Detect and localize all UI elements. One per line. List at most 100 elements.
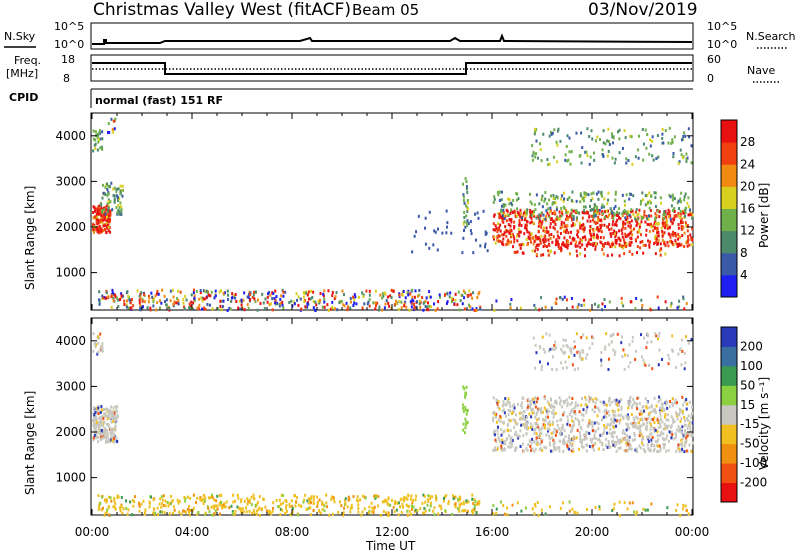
echo-cell	[106, 510, 109, 514]
echo-cell	[608, 300, 611, 304]
echo-cell	[501, 214, 504, 218]
echo-cell	[600, 418, 603, 422]
echo-cell	[618, 237, 621, 241]
echo-cell	[515, 198, 518, 202]
echo-cell	[666, 506, 669, 510]
echo-cell	[548, 409, 551, 413]
echo-cell	[368, 298, 371, 302]
echo-cell	[450, 231, 453, 235]
echo-cell	[612, 443, 615, 447]
echo-cell	[578, 410, 581, 414]
echo-cell	[655, 237, 658, 241]
echo-cell	[307, 497, 310, 501]
echo-cell	[367, 511, 370, 515]
echo-cell	[532, 235, 535, 239]
echo-cell	[610, 132, 613, 136]
echo-cell	[584, 235, 587, 239]
echo-cell	[654, 234, 657, 238]
colorbar-tick-label: -100	[740, 456, 767, 470]
echo-cell	[612, 216, 615, 220]
echo-cell	[686, 244, 689, 248]
echo-cell	[152, 511, 155, 515]
echo-cell	[680, 153, 683, 157]
echo-cell	[531, 447, 534, 451]
echo-cell	[532, 242, 535, 246]
echo-cell	[608, 343, 611, 347]
echo-cell	[580, 357, 583, 361]
echo-cell	[352, 295, 355, 299]
echo-cell	[545, 433, 548, 437]
echo-cell	[539, 219, 542, 223]
echo-cell	[544, 305, 547, 309]
echo-cell	[457, 290, 460, 294]
echo-cell	[531, 144, 534, 148]
echo-cell	[519, 212, 522, 216]
echo-cell	[660, 402, 663, 406]
echo-cell	[679, 420, 682, 424]
echo-cell	[546, 429, 549, 433]
echo-cell	[679, 148, 682, 152]
echo-cell	[555, 428, 558, 432]
echo-cell	[478, 501, 481, 505]
echo-cell	[559, 214, 562, 218]
echo-cell	[114, 428, 117, 432]
echo-cell	[106, 417, 109, 421]
echo-cell	[427, 499, 430, 503]
echo-cell	[684, 211, 687, 215]
echo-cell	[458, 504, 461, 508]
echo-cell	[201, 307, 204, 311]
echo-cell	[160, 505, 163, 509]
echo-cell	[397, 501, 400, 505]
echo-cell	[374, 493, 377, 497]
echo-cell	[442, 499, 445, 503]
echo-cell	[282, 306, 285, 310]
echo-cell	[462, 198, 465, 202]
echo-cell	[599, 223, 602, 227]
echo-cell	[516, 501, 519, 505]
echo-cell	[623, 244, 626, 248]
echo-cell	[667, 448, 670, 452]
echo-cell	[675, 508, 678, 512]
echo-cell	[547, 238, 550, 242]
echo-cell	[116, 194, 119, 198]
echo-cell	[598, 229, 601, 233]
echo-cell	[123, 299, 126, 303]
echo-cell	[553, 227, 556, 231]
echo-cell	[505, 438, 508, 442]
echo-cell	[617, 207, 620, 211]
echo-cell	[655, 334, 658, 338]
echo-cell	[593, 220, 596, 224]
echo-cell	[642, 409, 645, 413]
echo-cell	[581, 227, 584, 231]
echo-cell	[659, 414, 662, 418]
echo-cell	[608, 213, 611, 217]
echo-cell	[566, 401, 569, 405]
echo-cell	[625, 434, 628, 438]
echo-cell	[573, 406, 576, 410]
echo-cell	[615, 233, 618, 237]
echo-cell	[551, 449, 554, 453]
echo-cell	[559, 432, 562, 436]
echo-cell	[297, 503, 300, 507]
echo-cell	[533, 240, 536, 244]
echo-cell	[662, 432, 665, 436]
echo-cell	[239, 507, 242, 511]
echo-cell	[350, 506, 353, 510]
echo-cell	[609, 232, 612, 236]
echo-cell	[683, 195, 686, 199]
echo-cell	[284, 498, 287, 502]
echo-cell	[114, 415, 117, 419]
echo-cell	[110, 416, 113, 420]
echo-cell	[256, 308, 259, 312]
echo-cell	[503, 429, 506, 433]
echo-cell	[497, 418, 500, 422]
echo-cell	[357, 510, 360, 514]
echo-cell	[310, 289, 313, 293]
echo-cell	[636, 416, 639, 420]
echo-cell	[310, 495, 313, 499]
echo-cell	[492, 228, 495, 232]
echo-cell	[554, 400, 557, 404]
echo-cell	[622, 220, 625, 224]
echo-cell	[613, 232, 616, 236]
echo-cell	[114, 117, 117, 121]
